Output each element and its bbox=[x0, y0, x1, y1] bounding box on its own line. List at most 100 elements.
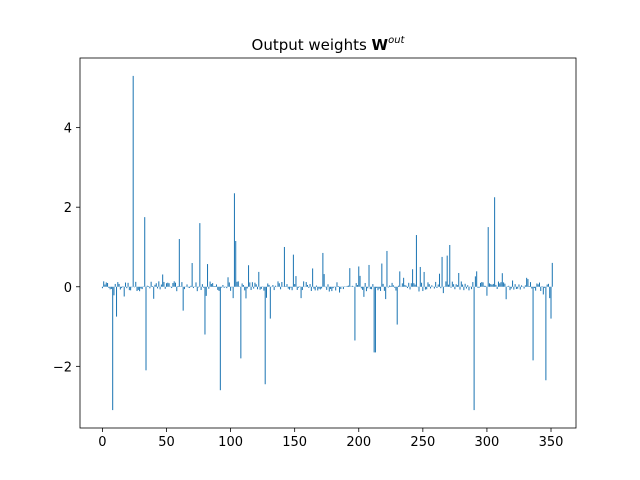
bar bbox=[524, 285, 526, 287]
bar bbox=[249, 282, 251, 287]
bar bbox=[309, 284, 311, 287]
bar bbox=[450, 286, 452, 288]
bar bbox=[504, 283, 506, 287]
bar bbox=[117, 282, 119, 287]
bar bbox=[367, 286, 369, 289]
chart-title-text: Output weights bbox=[252, 36, 372, 54]
bar bbox=[141, 286, 143, 290]
bar bbox=[391, 282, 393, 287]
bar bbox=[382, 283, 384, 287]
bar bbox=[187, 286, 189, 288]
bar bbox=[426, 286, 428, 290]
bar bbox=[428, 284, 430, 287]
bar bbox=[387, 286, 389, 288]
bar bbox=[189, 286, 191, 288]
bar bbox=[177, 285, 179, 287]
bar bbox=[164, 286, 166, 289]
bar bbox=[499, 283, 501, 287]
bar bbox=[195, 282, 197, 287]
bar bbox=[212, 283, 214, 287]
bar bbox=[162, 274, 164, 287]
bar bbox=[178, 239, 180, 287]
bar bbox=[467, 285, 469, 287]
bar bbox=[410, 283, 412, 287]
bar bbox=[158, 281, 160, 287]
bar bbox=[122, 286, 124, 287]
bar bbox=[544, 286, 546, 288]
bar bbox=[503, 282, 505, 287]
bar bbox=[535, 286, 537, 291]
bar bbox=[456, 285, 458, 287]
bar bbox=[513, 286, 515, 290]
bar bbox=[483, 285, 485, 287]
bar bbox=[473, 286, 475, 411]
bar bbox=[265, 286, 267, 298]
bar bbox=[459, 286, 461, 290]
bar bbox=[163, 281, 165, 287]
bar bbox=[472, 282, 474, 287]
bar bbox=[538, 282, 540, 287]
bar bbox=[512, 280, 514, 287]
bar bbox=[285, 286, 287, 287]
bar bbox=[124, 282, 127, 287]
y-tick-label: 4 bbox=[64, 122, 72, 137]
bar bbox=[165, 283, 168, 287]
bar bbox=[386, 250, 388, 287]
bar bbox=[196, 286, 198, 292]
bar bbox=[127, 282, 129, 287]
bar bbox=[335, 286, 337, 291]
bar bbox=[126, 286, 128, 289]
bar bbox=[486, 286, 488, 296]
bar bbox=[103, 281, 105, 287]
bar bbox=[519, 286, 521, 290]
bar bbox=[313, 286, 315, 289]
bar bbox=[150, 281, 152, 287]
bar bbox=[255, 284, 257, 287]
bar bbox=[273, 286, 275, 291]
bar bbox=[160, 284, 162, 287]
bar bbox=[151, 286, 153, 287]
bar bbox=[121, 286, 123, 289]
bar bbox=[515, 286, 517, 290]
bar bbox=[412, 269, 414, 287]
plot-frame bbox=[79, 57, 577, 429]
bar bbox=[464, 283, 466, 287]
bar bbox=[547, 283, 549, 287]
bar bbox=[532, 286, 534, 361]
bar bbox=[362, 286, 364, 290]
bar bbox=[377, 286, 379, 291]
bar bbox=[228, 282, 230, 287]
bar bbox=[159, 286, 161, 290]
bar bbox=[310, 286, 312, 291]
bar bbox=[415, 235, 417, 287]
bar bbox=[226, 286, 228, 289]
bar bbox=[494, 197, 496, 287]
bar bbox=[404, 284, 406, 287]
bar bbox=[342, 286, 344, 290]
bar bbox=[360, 286, 362, 289]
bar bbox=[389, 285, 391, 287]
bar bbox=[323, 274, 325, 287]
bar bbox=[478, 286, 480, 288]
bar bbox=[317, 286, 319, 291]
bar bbox=[182, 286, 184, 311]
bar bbox=[305, 282, 307, 287]
bar bbox=[306, 284, 309, 287]
bar bbox=[550, 286, 552, 319]
bar bbox=[286, 284, 288, 287]
bar bbox=[521, 285, 523, 287]
bar bbox=[437, 284, 439, 287]
bar bbox=[135, 281, 137, 287]
bar bbox=[390, 285, 392, 287]
bar bbox=[401, 283, 403, 287]
bar bbox=[263, 286, 265, 291]
bar bbox=[108, 286, 110, 288]
bar bbox=[383, 286, 385, 291]
bar bbox=[157, 286, 159, 289]
chart-title: Output weights Wout bbox=[252, 35, 406, 54]
bar bbox=[240, 286, 242, 359]
bar bbox=[392, 285, 394, 287]
bar bbox=[455, 284, 457, 287]
bar bbox=[551, 262, 553, 287]
bar bbox=[394, 286, 396, 288]
